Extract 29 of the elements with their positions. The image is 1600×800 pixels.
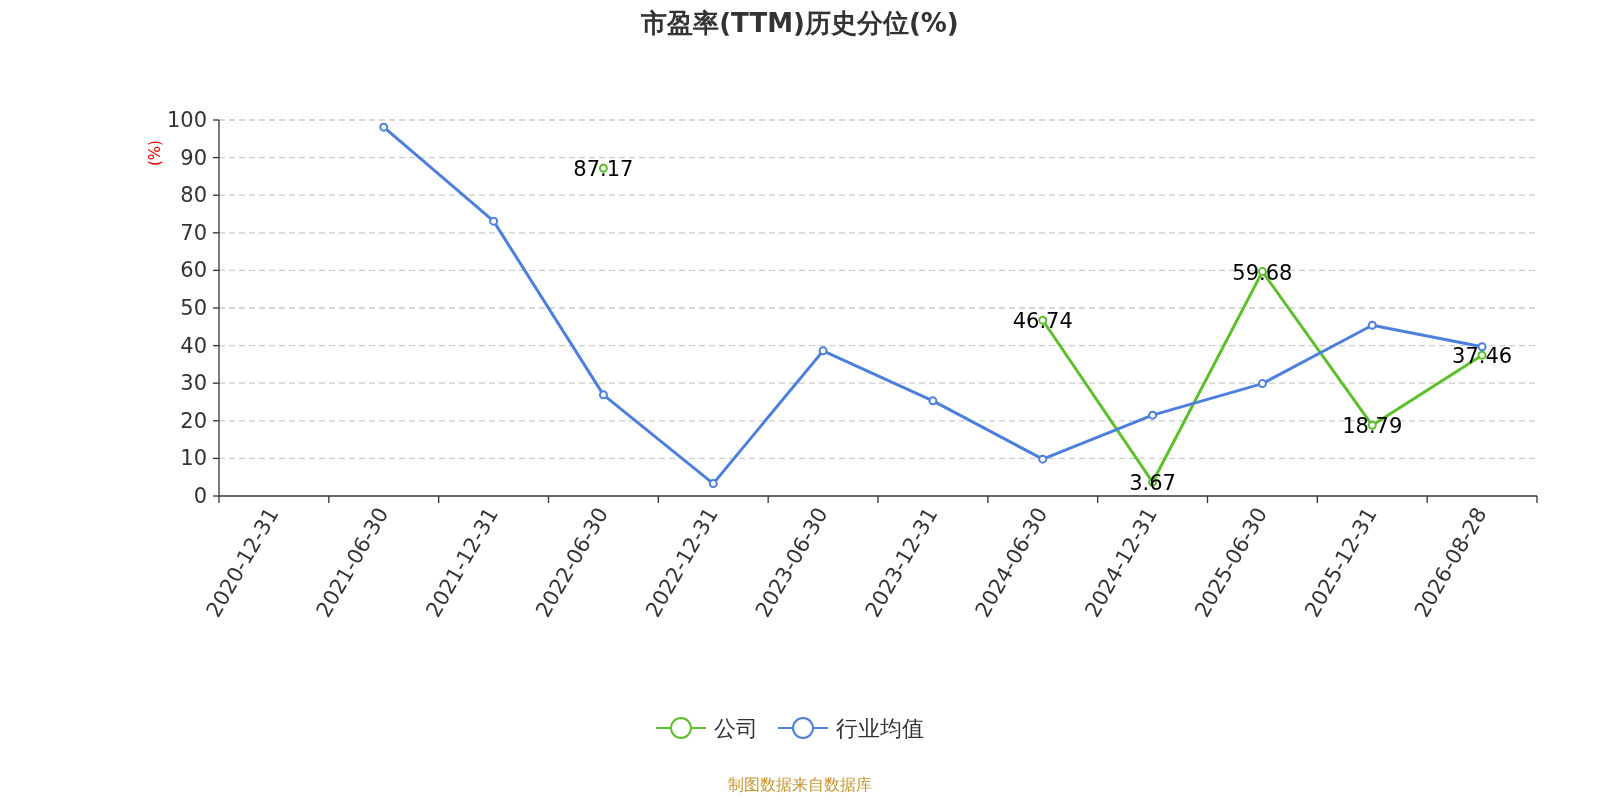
y-tick-label: 10 [180, 446, 207, 471]
legend-label: 公司 [714, 716, 758, 741]
y-axis-title: (%) [146, 140, 164, 166]
point [708, 479, 718, 489]
y-tick-label: 30 [180, 371, 207, 396]
point [818, 346, 828, 356]
y-tick-label: 100 [166, 108, 207, 132]
chart-title: 市盈率(TTM)历史分位(%) [640, 8, 959, 38]
point [489, 216, 499, 226]
y-tick-label: 90 [180, 145, 207, 170]
point [1148, 410, 1158, 420]
y-tick-label: 0 [193, 484, 207, 508]
point [1038, 454, 1048, 464]
y-tick-label: 20 [180, 408, 207, 433]
legend-label: 行业均值 [836, 716, 924, 741]
data-label: 18.79 [1342, 414, 1403, 439]
data-label: 87.17 [573, 157, 634, 182]
point [1367, 320, 1377, 330]
y-tick-label: 60 [180, 258, 207, 283]
y-tick-label: 70 [180, 220, 207, 245]
y-tick-label: 80 [180, 183, 207, 208]
y-tick-label: 40 [180, 333, 207, 358]
point [379, 122, 389, 132]
text: 制图数据来自数据库 [728, 775, 872, 794]
data-label: 3.67 [1129, 471, 1176, 496]
point [1257, 379, 1267, 389]
point [598, 390, 608, 400]
point [928, 396, 938, 406]
y-tick-label: 50 [180, 296, 207, 320]
